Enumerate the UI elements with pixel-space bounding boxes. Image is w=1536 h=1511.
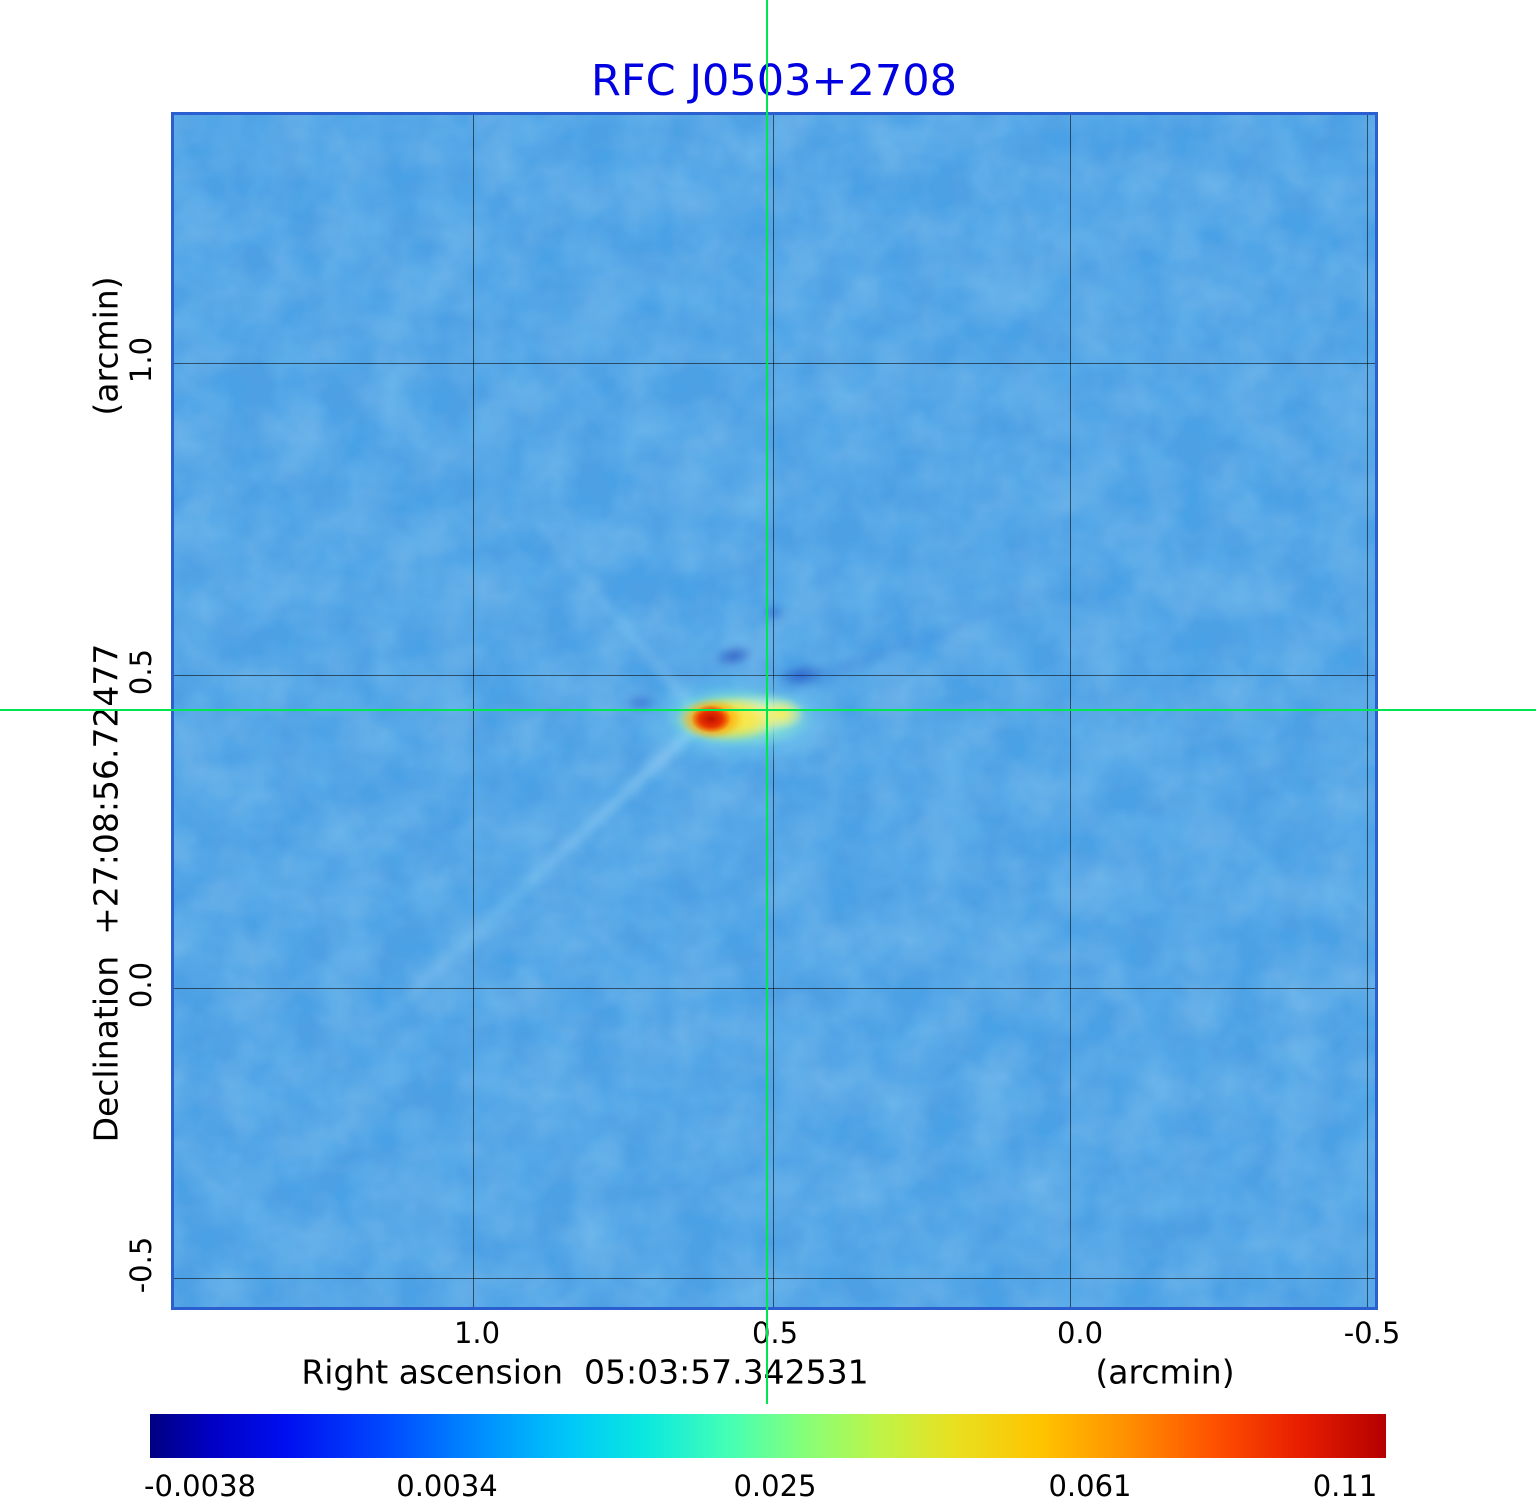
sky-map	[171, 112, 1378, 1310]
colorbar-label-4: 0.11	[1312, 1469, 1378, 1503]
x-tick-0.5: 0.5	[751, 1316, 799, 1350]
y-tick-0.5: 0.5	[124, 648, 158, 696]
crosshair-horizontal-line	[0, 709, 1536, 711]
grid-line-ra--0.5	[1367, 115, 1368, 1307]
x-tick-1.0: 1.0	[453, 1316, 501, 1350]
page-title: RFC J0503+2708	[591, 56, 957, 106]
colorbar-label-1: 0.0034	[396, 1469, 498, 1503]
grid-line-dec--0.5	[174, 1278, 1375, 1279]
y-tick-1.0: 1.0	[124, 336, 158, 384]
x-tick-0.0: 0.0	[1056, 1316, 1104, 1350]
y-tick--0.5: -0.5	[124, 1236, 158, 1294]
y-axis-label: Declination +27:08:56.72477	[86, 643, 126, 1143]
colorbar-label-0: -0.0038	[144, 1469, 256, 1503]
grid-line-ra-0.0	[1070, 115, 1071, 1307]
colorbar	[150, 1414, 1386, 1458]
crosshair-vertical-line	[766, 0, 768, 1404]
x-tick--0.5: -0.5	[1343, 1316, 1401, 1350]
colorbar-label-2: 0.025	[733, 1469, 817, 1503]
source-secondary-component	[758, 699, 804, 729]
grid-line-dec-1.0	[174, 363, 1375, 364]
grid-line-ra-1.0	[473, 115, 474, 1307]
x-axis-unit: (arcmin)	[1095, 1352, 1235, 1392]
y-tick-0.0: 0.0	[124, 961, 158, 1009]
negative-dip	[759, 603, 789, 623]
colorbar-label-3: 0.061	[1048, 1469, 1132, 1503]
x-axis-label: Right ascension 05:03:57.342531	[301, 1352, 869, 1392]
y-axis-unit: (arcmin)	[86, 276, 126, 416]
grid-line-dec-0.0	[174, 988, 1375, 989]
